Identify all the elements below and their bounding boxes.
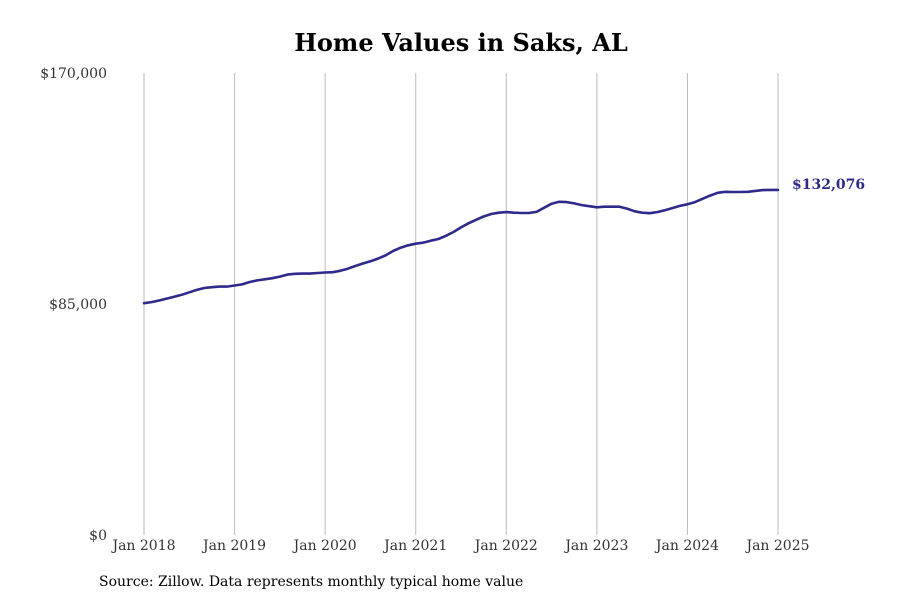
axis-labels: Jan 2018 Jan 2019 Jan 2020 Jan 2021 Jan 2022… [40,66,809,554]
y-tick-label: $0 [89,528,107,544]
x-tick-label: Jan 2025 [744,538,809,554]
series-layer: $132,076 [142,177,865,305]
x-tick-label: Jan 2024 [654,538,719,554]
series-line [142,188,780,305]
chart-title: Home Values in Saks, AL [294,28,628,57]
x-tick-label: Jan 2022 [473,538,538,554]
x-tick-label: Jan 2021 [382,538,447,554]
x-tick-label: Jan 2023 [563,538,628,554]
x-tick-label: Jan 2019 [201,538,266,554]
y-tick-label: $170,000 [40,66,107,82]
gridlines [143,73,779,535]
y-tick-label: $85,000 [49,297,107,313]
source-note: Source: Zillow. Data represents monthly … [99,574,524,590]
end-value-label: $132,076 [792,177,865,193]
x-tick-label: Jan 2018 [110,538,175,554]
x-tick-label: Jan 2020 [292,538,357,554]
